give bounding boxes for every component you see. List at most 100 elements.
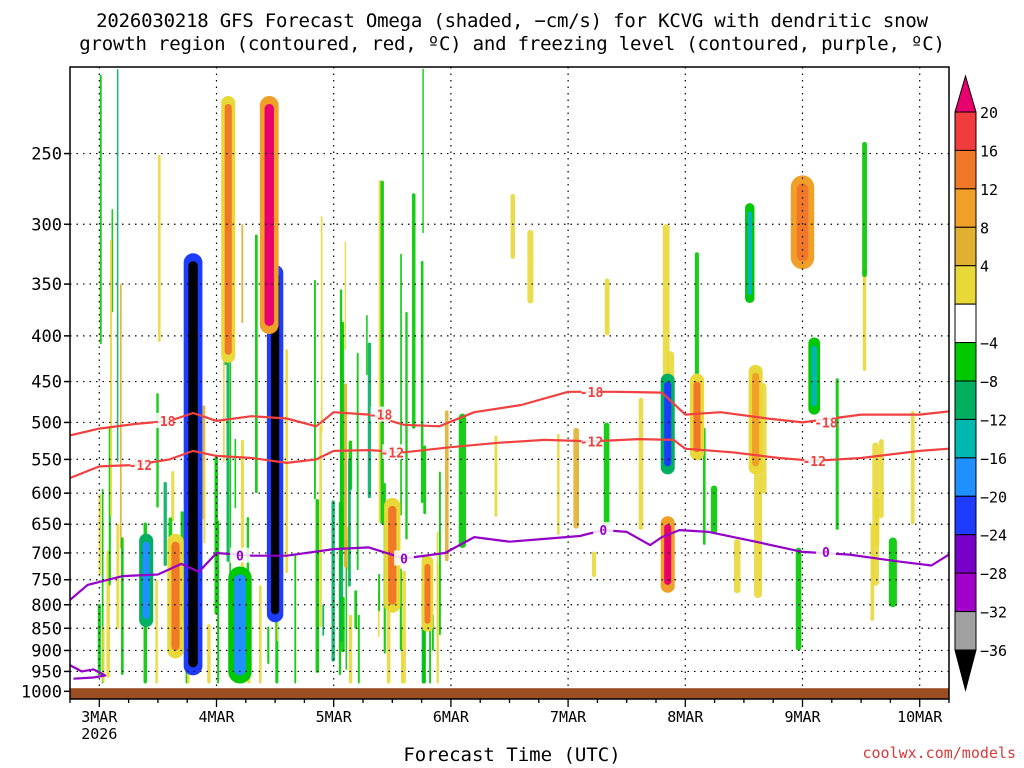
omega-feature-core bbox=[752, 372, 760, 467]
contour-label-bg bbox=[593, 522, 614, 538]
colorbar-label: 8 bbox=[980, 219, 989, 237]
contour-label: -18 bbox=[152, 415, 176, 430]
colorbar-label: −20 bbox=[980, 488, 1007, 506]
omega-streak bbox=[340, 321, 345, 551]
x-tick-label: 10MAR bbox=[897, 708, 943, 726]
omega-streak bbox=[422, 68, 424, 234]
colorbar-swatch bbox=[954, 572, 977, 613]
y-tick-label: 750 bbox=[31, 571, 62, 591]
contour-label: 0 bbox=[236, 550, 244, 565]
omega-feature-core bbox=[171, 541, 180, 651]
omega-streak bbox=[872, 442, 879, 586]
omega-streak bbox=[320, 216, 323, 433]
omega-streak bbox=[322, 604, 325, 636]
x-axis-title: Forecast Time (UTC) bbox=[403, 744, 621, 766]
contour-label: 0 bbox=[822, 546, 830, 561]
omega-streak bbox=[411, 193, 416, 429]
omega-streak bbox=[155, 579, 158, 684]
colorbar-label: −8 bbox=[980, 373, 998, 391]
omega-streak bbox=[226, 358, 230, 562]
y-tick-label: 550 bbox=[31, 450, 62, 470]
omega-streak bbox=[573, 427, 580, 529]
contour-line-0 bbox=[70, 528, 949, 601]
omega-streak bbox=[754, 472, 763, 599]
x-tick-label: 8MAR bbox=[667, 708, 704, 726]
ground-layer bbox=[70, 688, 949, 699]
y-tick-label: 600 bbox=[31, 484, 62, 504]
omega-streak bbox=[702, 427, 706, 545]
contour-label: -18 bbox=[369, 409, 393, 424]
omega-streak bbox=[638, 397, 644, 530]
contour-label-bg bbox=[815, 414, 836, 430]
omega-feature-core bbox=[270, 272, 280, 615]
contour-label-bg bbox=[815, 543, 836, 559]
contour-label-bg bbox=[581, 433, 602, 449]
colorbar-label: 20 bbox=[980, 104, 998, 122]
contour-label-layer: -18 -18 -18 -18 -12 -12 -12 -12 0 0 0 0 bbox=[129, 383, 838, 567]
omega-streak bbox=[380, 180, 384, 525]
colorbar-swatch bbox=[954, 342, 977, 382]
omega-feature-core bbox=[264, 103, 274, 327]
y-tick-label: 900 bbox=[31, 641, 62, 661]
omega-streak bbox=[294, 553, 297, 684]
contour-label: 0 bbox=[599, 524, 607, 539]
omega-streak bbox=[378, 573, 381, 612]
omega-streak bbox=[315, 499, 320, 673]
omega-streak bbox=[710, 485, 718, 534]
contour-label: -12 bbox=[802, 455, 825, 470]
omega-streak bbox=[203, 460, 206, 544]
colorbar-swatch bbox=[954, 111, 977, 151]
omega-streak bbox=[98, 493, 102, 576]
colorbar-label: −36 bbox=[980, 642, 1007, 660]
colorbar-label: −4 bbox=[980, 335, 998, 353]
omega-streak bbox=[795, 547, 802, 651]
omega-streak bbox=[557, 433, 560, 536]
omega-streak bbox=[510, 193, 516, 259]
contour-line-minus12 bbox=[70, 438, 949, 480]
omega-streak bbox=[494, 435, 498, 517]
ground-surface bbox=[70, 688, 949, 699]
contour-label-bg bbox=[382, 444, 403, 460]
omega-streak bbox=[366, 314, 368, 376]
omega-shading-layer bbox=[97, 68, 915, 684]
chart-title-line-1: 2026030218 GFS Forecast Omega (shaded, −… bbox=[96, 10, 928, 32]
colorbar-label: −24 bbox=[980, 527, 1007, 545]
x-tick-label: 7MAR bbox=[550, 708, 587, 726]
y-tick-label: 350 bbox=[31, 275, 62, 295]
contour-label: -12 bbox=[129, 459, 152, 474]
omega-streak bbox=[591, 551, 597, 578]
colorbar-swatch bbox=[954, 380, 977, 420]
contour-layer bbox=[70, 390, 949, 680]
colorbar-swatch bbox=[954, 265, 977, 305]
y-tick-label: 500 bbox=[31, 413, 62, 433]
omega-feature-core bbox=[664, 381, 672, 467]
y-tick-label: 250 bbox=[31, 145, 62, 165]
omega-streak bbox=[436, 531, 439, 665]
omega-streak bbox=[344, 241, 347, 350]
x-year-label: 2026 bbox=[81, 725, 117, 743]
omega-streak bbox=[862, 269, 867, 371]
colorbar-label: −28 bbox=[980, 565, 1007, 583]
omega-streak bbox=[348, 458, 351, 587]
colorbar-swatch bbox=[954, 495, 977, 536]
colorbar-label: −12 bbox=[980, 411, 1007, 429]
omega-streak bbox=[458, 413, 467, 549]
y-tick-label: 850 bbox=[31, 619, 62, 639]
omega-streak bbox=[354, 590, 358, 629]
contour-label-bg bbox=[581, 383, 602, 399]
omega-streak bbox=[444, 410, 449, 562]
y-tick-label: 800 bbox=[31, 596, 62, 616]
colorbar-swatch bbox=[954, 188, 977, 228]
omega-streak bbox=[163, 481, 167, 566]
omega-streak bbox=[240, 439, 244, 583]
omega-feature-core bbox=[747, 211, 753, 296]
omega-streak bbox=[241, 224, 244, 324]
omega-feature-core bbox=[664, 524, 672, 585]
site-credit[interactable]: coolwx.com/models bbox=[862, 744, 1016, 762]
omega-streak bbox=[171, 471, 175, 522]
y-tick-label: 300 bbox=[31, 215, 62, 235]
contour-label: -12 bbox=[381, 446, 404, 461]
omega-streak bbox=[254, 234, 258, 494]
colorbar-label: 4 bbox=[980, 258, 989, 276]
